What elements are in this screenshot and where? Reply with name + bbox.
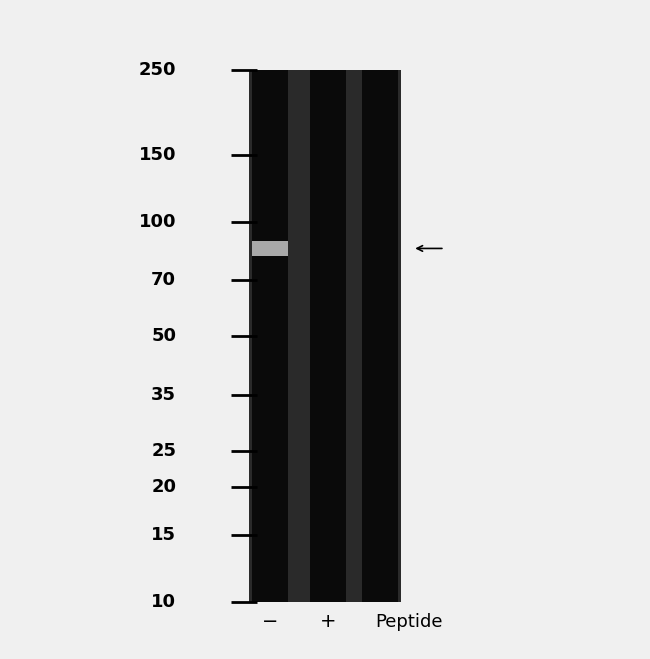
- Bar: [252, 241, 288, 256]
- Text: 50: 50: [151, 327, 176, 345]
- Bar: [249, 71, 401, 602]
- Text: 25: 25: [151, 442, 176, 459]
- Text: 150: 150: [138, 146, 176, 163]
- Bar: [252, 71, 288, 602]
- Text: 20: 20: [151, 478, 176, 496]
- Text: 70: 70: [151, 272, 176, 289]
- Bar: [362, 71, 398, 602]
- Bar: [311, 71, 346, 602]
- Text: 15: 15: [151, 526, 176, 544]
- Text: 10: 10: [151, 593, 176, 611]
- Text: −: −: [262, 612, 278, 631]
- Text: 100: 100: [138, 213, 176, 231]
- Text: 250: 250: [138, 61, 176, 79]
- Text: +: +: [320, 612, 337, 631]
- Text: 35: 35: [151, 386, 176, 404]
- Text: Peptide: Peptide: [376, 612, 443, 631]
